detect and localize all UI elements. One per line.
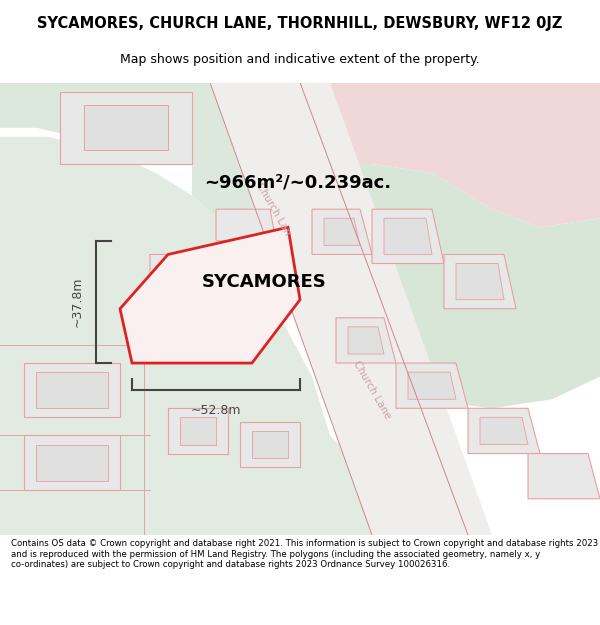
Polygon shape <box>24 363 120 418</box>
Polygon shape <box>300 82 492 535</box>
Text: Church Lan: Church Lan <box>254 181 292 238</box>
Polygon shape <box>24 436 120 490</box>
Polygon shape <box>240 422 300 467</box>
Polygon shape <box>528 454 600 499</box>
Polygon shape <box>330 164 600 408</box>
Polygon shape <box>396 363 468 408</box>
Text: SYCAMORES, CHURCH LANE, THORNHILL, DEWSBURY, WF12 0JZ: SYCAMORES, CHURCH LANE, THORNHILL, DEWSB… <box>37 16 563 31</box>
Polygon shape <box>0 137 372 535</box>
Polygon shape <box>456 264 504 300</box>
Text: Church Lane: Church Lane <box>351 359 393 421</box>
Polygon shape <box>84 105 168 151</box>
Polygon shape <box>468 408 540 454</box>
Polygon shape <box>216 209 276 241</box>
Polygon shape <box>480 418 528 444</box>
Text: ~52.8m: ~52.8m <box>191 404 241 417</box>
Text: ~966m²/~0.239ac.: ~966m²/~0.239ac. <box>204 173 391 191</box>
Polygon shape <box>348 327 384 354</box>
Polygon shape <box>162 272 222 327</box>
Polygon shape <box>444 254 516 309</box>
Polygon shape <box>312 209 372 254</box>
Polygon shape <box>210 82 468 535</box>
Polygon shape <box>120 228 300 363</box>
Polygon shape <box>330 82 600 228</box>
Polygon shape <box>372 209 444 264</box>
Text: Map shows position and indicative extent of the property.: Map shows position and indicative extent… <box>120 53 480 66</box>
Text: ~37.8m: ~37.8m <box>71 277 84 328</box>
Polygon shape <box>324 218 360 246</box>
Polygon shape <box>180 418 216 444</box>
Polygon shape <box>36 372 108 408</box>
Text: Contains OS data © Crown copyright and database right 2021. This information is : Contains OS data © Crown copyright and d… <box>11 539 598 569</box>
Polygon shape <box>408 372 456 399</box>
Polygon shape <box>0 82 270 218</box>
Polygon shape <box>60 91 192 164</box>
Polygon shape <box>150 254 240 345</box>
Polygon shape <box>168 408 228 454</box>
Polygon shape <box>192 82 330 228</box>
Polygon shape <box>36 444 108 481</box>
Text: SYCAMORES: SYCAMORES <box>202 272 326 291</box>
Polygon shape <box>252 431 288 458</box>
Polygon shape <box>336 318 396 363</box>
Polygon shape <box>384 218 432 254</box>
